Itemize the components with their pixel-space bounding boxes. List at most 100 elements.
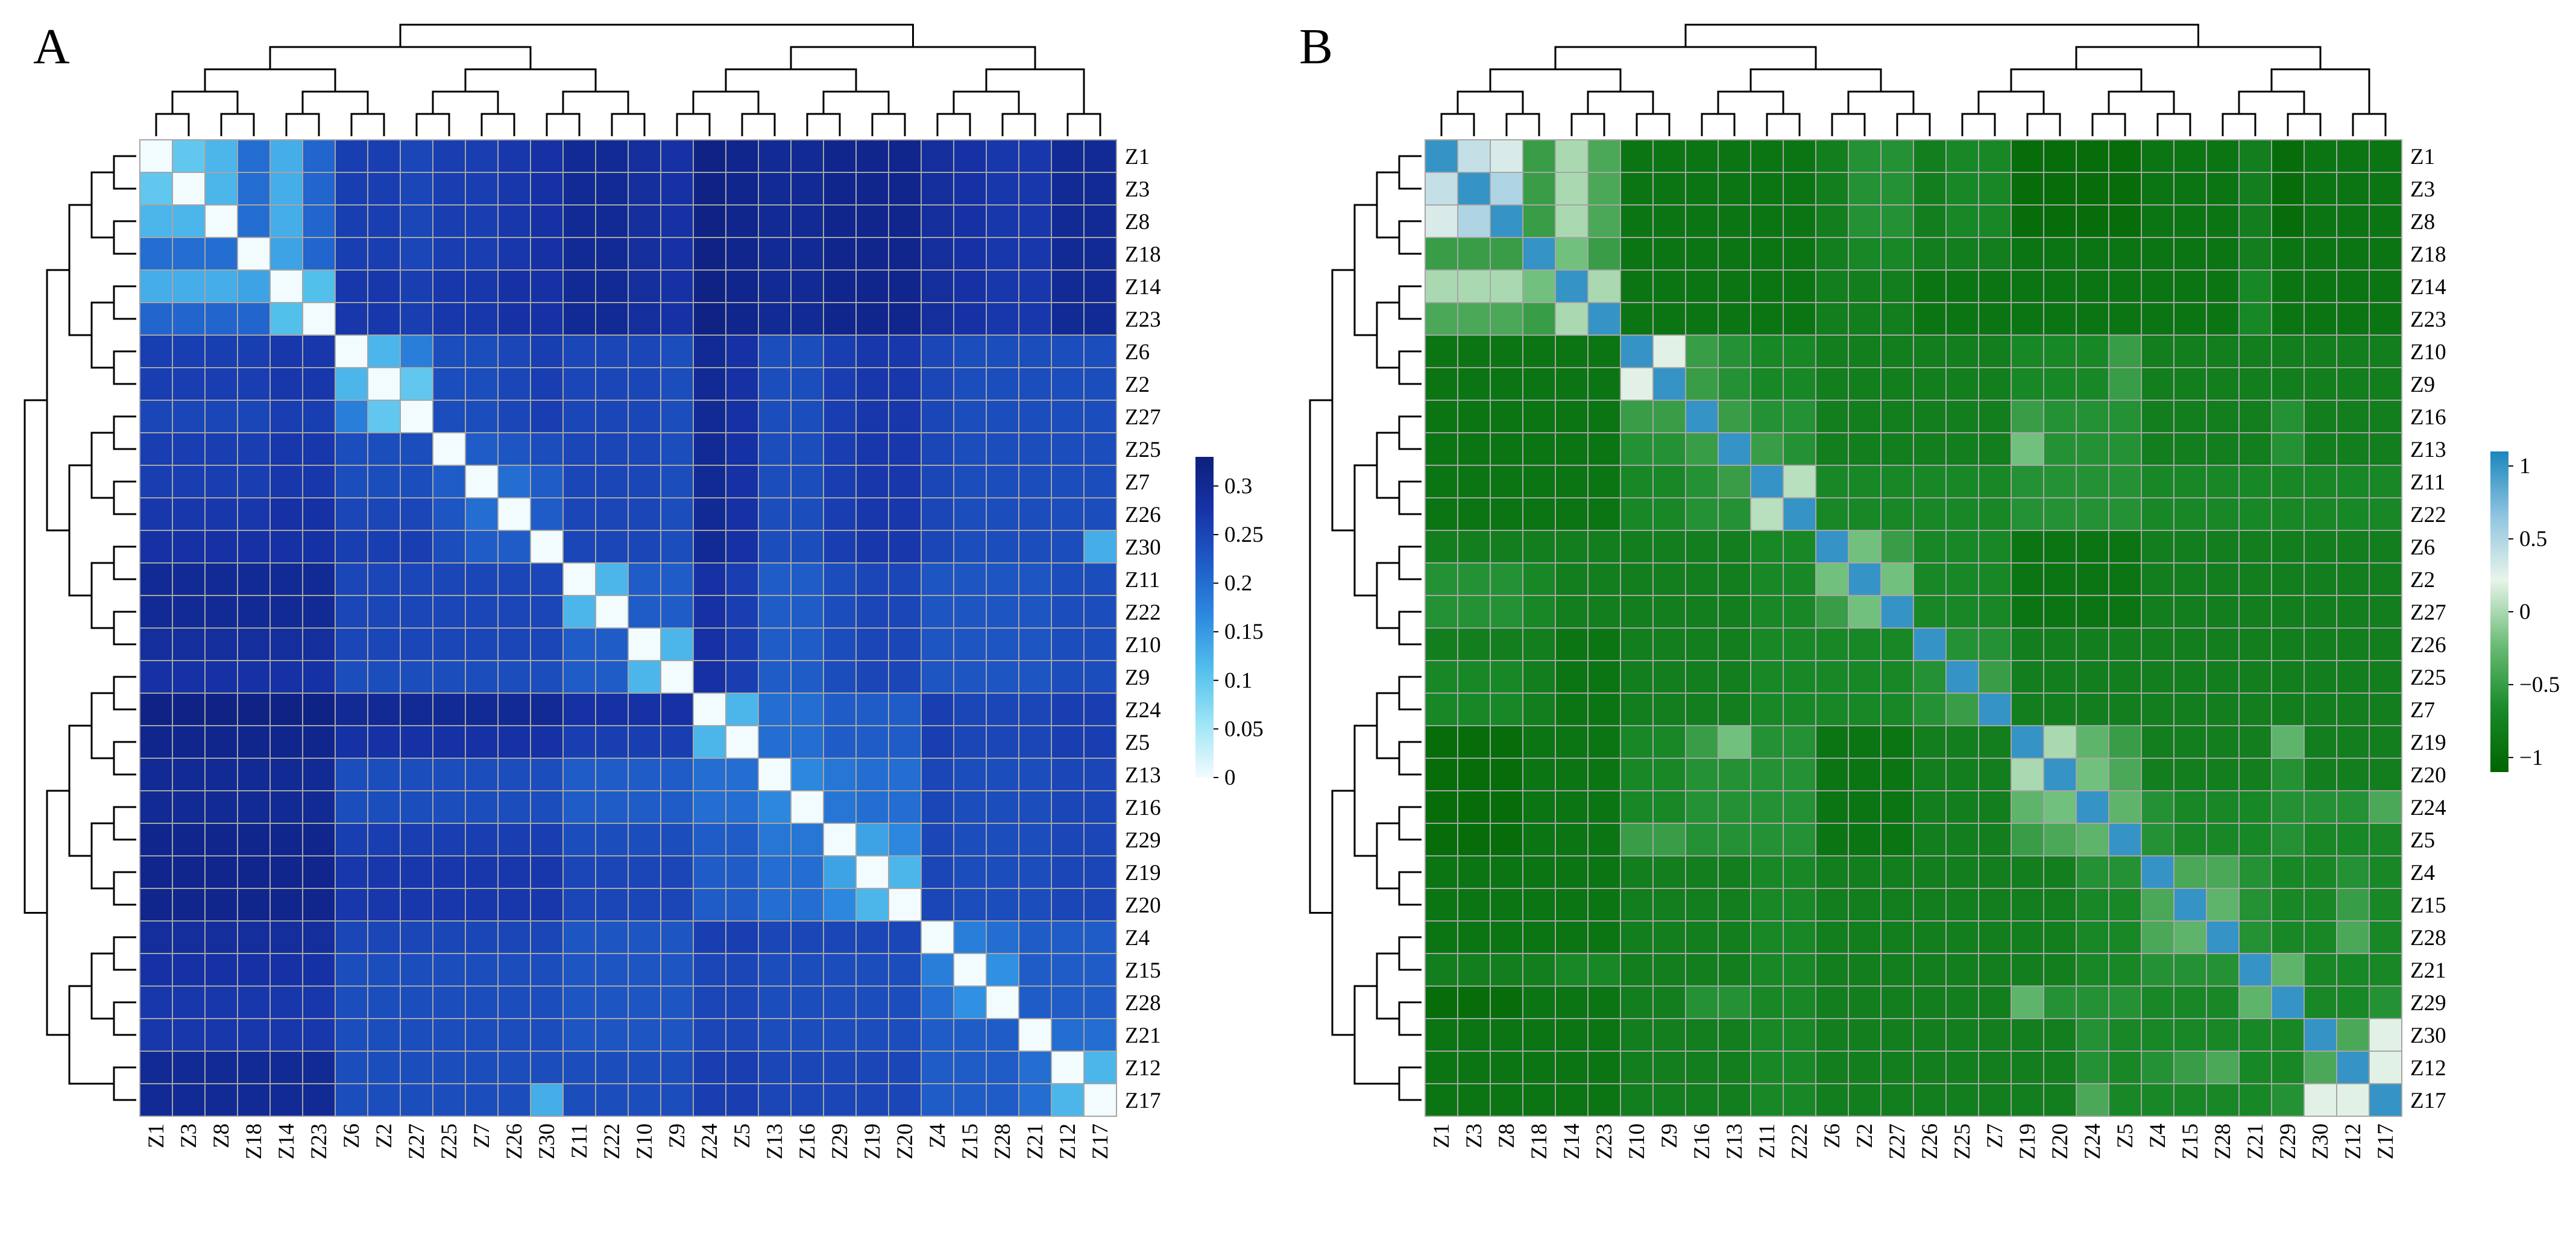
heatmap-cell (888, 920, 922, 954)
heatmap-cell (1490, 660, 1523, 694)
row-dendrogram-a-branch (90, 692, 114, 759)
heatmap-cell (530, 367, 564, 401)
heatmap-cell (204, 139, 238, 173)
heatmap-cell (823, 888, 857, 922)
heatmap-cell (497, 139, 531, 173)
heatmap-cell (1555, 985, 1589, 1019)
heatmap-cell (204, 660, 238, 694)
col-dendrogram-a-branch (741, 113, 776, 136)
col-label: Z30 (535, 1123, 559, 1160)
heatmap-cell (367, 269, 401, 303)
heatmap-cell (1083, 562, 1117, 596)
heatmap-cell (953, 335, 987, 368)
heatmap-cell (1083, 985, 1117, 1019)
heatmap-cell (823, 530, 857, 564)
heatmap-cell (758, 855, 792, 889)
heatmap-cell (595, 1083, 629, 1117)
heatmap-cell (758, 562, 792, 596)
heatmap-cell (2238, 237, 2272, 271)
heatmap-cell (204, 335, 238, 368)
heatmap-cell (1913, 400, 1947, 433)
heatmap-cell (2304, 269, 2337, 303)
heatmap-cell (562, 204, 596, 238)
heatmap-cell (432, 269, 466, 303)
heatmap-cell (2369, 172, 2402, 206)
heatmap-cell (2304, 953, 2337, 987)
heatmap-cell (628, 237, 661, 271)
heatmap-cell (139, 530, 173, 564)
heatmap-cell (823, 595, 857, 629)
row-label: Z29 (2410, 991, 2446, 1016)
heatmap-cell (1913, 497, 1947, 531)
heatmap-cell (660, 693, 694, 726)
heatmap-cell (888, 855, 922, 889)
heatmap-cell (693, 920, 726, 954)
heatmap-cell (1425, 888, 1458, 922)
heatmap-cell (1522, 725, 1556, 759)
heatmap-cell (628, 985, 661, 1019)
heatmap-cell (1555, 400, 1589, 433)
heatmap-cell (1587, 367, 1621, 401)
heatmap-cell (2108, 725, 2142, 759)
heatmap-cell (986, 920, 1019, 954)
heatmap-cell (2238, 269, 2272, 303)
heatmap-cell (888, 497, 922, 531)
heatmap-cell (1783, 888, 1816, 922)
heatmap-cell (1555, 335, 1589, 368)
heatmap-cell (1587, 855, 1621, 889)
heatmap-cell (1718, 627, 1751, 661)
heatmap-cell (1490, 139, 1523, 173)
heatmap-cell (1522, 627, 1556, 661)
heatmap-cell (921, 465, 954, 498)
heatmap-cell (2076, 139, 2109, 173)
heatmap-cell (1978, 237, 2012, 271)
row-label: Z10 (2410, 340, 2446, 365)
col-label: Z20 (893, 1123, 918, 1160)
heatmap-cell (1018, 953, 1052, 987)
heatmap-cell (1945, 1051, 1979, 1084)
heatmap-cell (693, 1051, 726, 1084)
heatmap-cell (725, 335, 759, 368)
heatmap-cell (530, 400, 564, 433)
heatmap-cell (204, 725, 238, 759)
heatmap-cell (1620, 595, 1654, 629)
col-label: Z22 (600, 1123, 625, 1160)
heatmap-cell (530, 497, 564, 531)
heatmap-cell (2238, 855, 2272, 889)
heatmap-cell (1018, 432, 1052, 466)
heatmap-cell (2206, 269, 2240, 303)
heatmap-cell (2141, 432, 2174, 466)
heatmap-cell (1083, 627, 1117, 661)
heatmap-cell (725, 432, 759, 466)
heatmap-cell (1587, 269, 1621, 303)
heatmap-cell (855, 985, 889, 1019)
heatmap-cell (1848, 693, 1882, 726)
heatmap-cell (823, 400, 857, 433)
col-label: Z2 (1853, 1123, 1877, 1148)
heatmap-cell (2011, 204, 2044, 238)
heatmap-cell (1018, 562, 1052, 596)
heatmap-cell (1587, 660, 1621, 694)
heatmap-cell (1490, 172, 1523, 206)
heatmap-cell (2011, 269, 2044, 303)
heatmap-cell (2043, 1051, 2077, 1084)
heatmap-cell (1522, 1018, 1556, 1052)
heatmap-cell (1815, 985, 1849, 1019)
heatmap-cell (693, 595, 726, 629)
heatmap-cell (1587, 627, 1621, 661)
heatmap-cell (237, 432, 271, 466)
heatmap-cell (758, 465, 792, 498)
col-dendrogram-b-branch (1456, 90, 1524, 114)
row-dendrogram-b-branch (1376, 432, 1399, 499)
heatmap-cell (758, 920, 792, 954)
heatmap-cell (953, 562, 987, 596)
heatmap-cell (1718, 953, 1751, 987)
heatmap-cell (1425, 302, 1458, 336)
row-label: Z17 (1125, 1089, 1161, 1113)
heatmap-cell (1457, 725, 1491, 759)
heatmap-cell (1490, 302, 1523, 336)
heatmap-cell (986, 237, 1019, 271)
heatmap-cell (335, 595, 368, 629)
heatmap-cell (921, 367, 954, 401)
heatmap-cell (237, 693, 271, 726)
